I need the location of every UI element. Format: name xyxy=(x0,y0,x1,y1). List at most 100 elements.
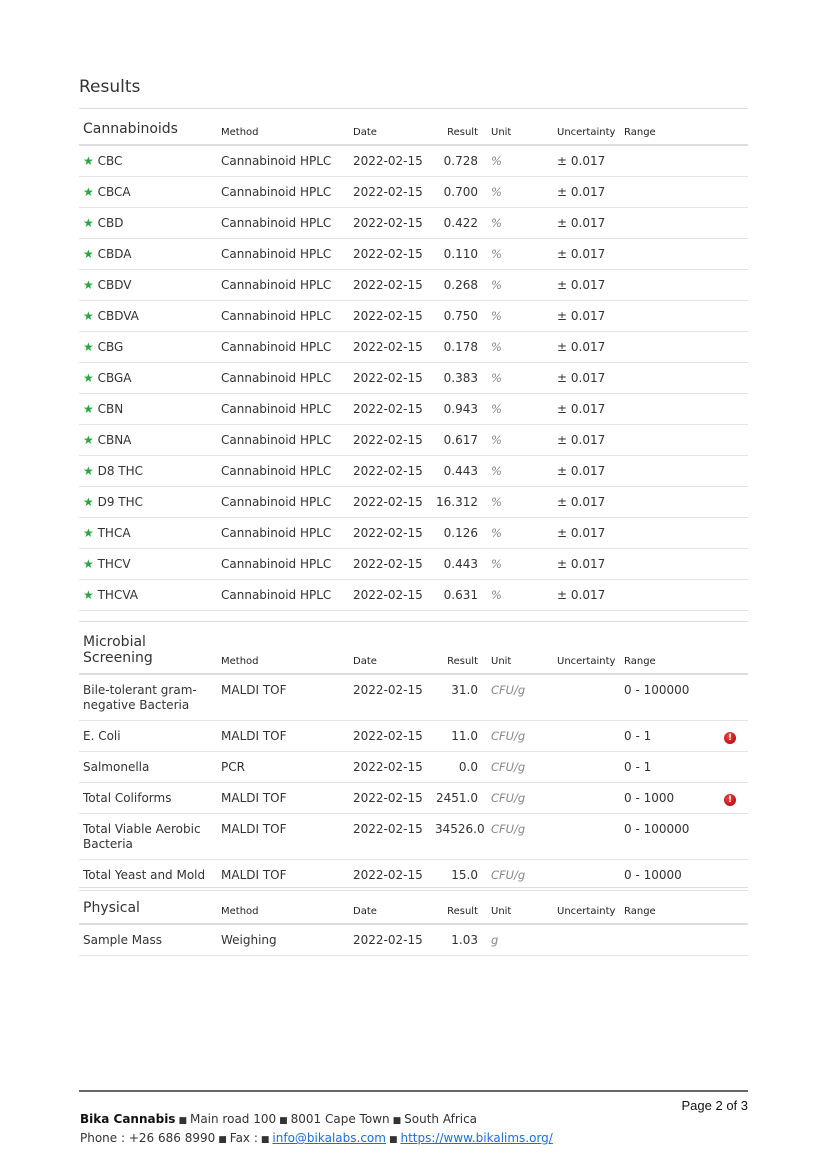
col-uncertainty-cell: ± 0.017 xyxy=(553,517,620,549)
analyte-name: E. Coli xyxy=(83,729,121,743)
col-result-cell: 34526.0 xyxy=(431,813,487,860)
col-range-cell xyxy=(620,924,720,956)
analyte-cell: Salmonella xyxy=(79,751,217,783)
col-date-header: Date xyxy=(349,621,431,675)
col-result-cell: 15.0 xyxy=(431,859,487,891)
col-result-cell: 0.700 xyxy=(431,176,487,208)
analyte-cell: ★ CBN xyxy=(79,393,217,425)
flag-cell xyxy=(720,300,748,332)
analyte-name: CBDA xyxy=(97,247,132,261)
col-range-cell xyxy=(620,548,720,580)
col-unit-cell: % xyxy=(487,300,553,332)
col-unit-cell: % xyxy=(487,362,553,394)
col-range-cell xyxy=(620,393,720,425)
table-row: Total Yeast and Mold MALDI TOF 2022-02-15 1… xyxy=(79,859,748,891)
col-method-cell: Cannabinoid HPLC xyxy=(217,579,349,611)
analyte-cell: Total Coliforms xyxy=(79,782,217,814)
col-result-cell: 0.750 xyxy=(431,300,487,332)
star-icon: ★ xyxy=(83,185,94,199)
star-icon: ★ xyxy=(83,557,94,571)
col-date-cell: 2022-02-15 xyxy=(349,300,431,332)
col-uncertainty-cell: ± 0.017 xyxy=(553,238,620,270)
analyte-name: Total Yeast and Mold xyxy=(83,868,206,882)
col-unit-cell: % xyxy=(487,548,553,580)
page-number: Page 2 of 3 xyxy=(681,1098,749,1113)
col-uncertainty-cell xyxy=(553,720,620,752)
col-date-cell: 2022-02-15 xyxy=(349,548,431,580)
analyte-name: D9 THC xyxy=(97,495,144,509)
address-street: Main road 100 xyxy=(189,1112,277,1126)
col-uncertainty-cell xyxy=(553,813,620,860)
col-result-cell: 0.268 xyxy=(431,269,487,301)
col-range-cell xyxy=(620,362,720,394)
col-range-cell xyxy=(620,238,720,270)
analyte-cell: ★ CBC xyxy=(79,145,217,177)
col-uncertainty-cell: ± 0.017 xyxy=(553,455,620,487)
analyte-name: Salmonella xyxy=(83,760,150,774)
page-title: Results xyxy=(79,77,141,97)
col-result-header: Result xyxy=(431,108,487,146)
col-flag-header xyxy=(720,108,748,146)
star-icon: ★ xyxy=(83,495,94,509)
analyte-name: Total Coliforms xyxy=(83,791,172,805)
col-method-cell: Cannabinoid HPLC xyxy=(217,517,349,549)
col-unit-cell: CFU/g xyxy=(487,751,553,783)
col-unit-cell: % xyxy=(487,331,553,363)
col-range-header: Range xyxy=(620,887,720,925)
email-link[interactable]: info@bikalabs.com xyxy=(272,1131,386,1145)
flag-cell xyxy=(720,548,748,580)
col-uncertainty-header: Uncertainty xyxy=(553,887,620,925)
col-method-cell: Cannabinoid HPLC xyxy=(217,269,349,301)
col-range-header: Range xyxy=(620,621,720,675)
col-date-cell: 2022-02-15 xyxy=(349,145,431,177)
col-date-header: Date xyxy=(349,887,431,925)
col-range-cell xyxy=(620,486,720,518)
col-flag-header xyxy=(720,887,748,925)
col-unit-cell: % xyxy=(487,486,553,518)
col-method-cell: MALDI TOF xyxy=(217,720,349,752)
analyte-cell: ★ CBG xyxy=(79,331,217,363)
col-result-cell: 0.178 xyxy=(431,331,487,363)
col-method-cell: Cannabinoid HPLC xyxy=(217,424,349,456)
col-uncertainty-header: Uncertainty xyxy=(553,108,620,146)
col-range-cell xyxy=(620,424,720,456)
col-uncertainty-cell xyxy=(553,751,620,783)
results-table: Physical Method Date Result Unit Uncertainty R… xyxy=(79,887,748,956)
col-uncertainty-cell: ± 0.017 xyxy=(553,424,620,456)
col-method-cell: Cannabinoid HPLC xyxy=(217,331,349,363)
col-unit-cell: % xyxy=(487,393,553,425)
col-result-cell: 1.03 xyxy=(431,924,487,956)
address-city: 8001 Cape Town xyxy=(290,1112,390,1126)
analyte-cell: Total Yeast and Mold xyxy=(79,859,217,891)
col-uncertainty-cell: ± 0.017 xyxy=(553,176,620,208)
star-icon: ★ xyxy=(83,309,94,323)
col-uncertainty-cell xyxy=(553,924,620,956)
col-method-header: Method xyxy=(217,887,349,925)
col-date-header: Date xyxy=(349,108,431,146)
col-method-cell: MALDI TOF xyxy=(217,674,349,721)
col-range-cell xyxy=(620,300,720,332)
fax: Fax : xyxy=(229,1131,258,1145)
col-result-cell: 0.383 xyxy=(431,362,487,394)
star-icon: ★ xyxy=(83,340,94,354)
section-cannabinoids: Cannabinoids Method Date Result Unit Uncertai… xyxy=(79,108,748,611)
col-unit-cell: % xyxy=(487,579,553,611)
header-row: Microbial Screening Method Date Result Unit U… xyxy=(79,621,748,675)
col-date-cell: 2022-02-15 xyxy=(349,455,431,487)
col-result-cell: 0.126 xyxy=(431,517,487,549)
col-method-cell: Cannabinoid HPLC xyxy=(217,362,349,394)
col-unit-cell: CFU/g xyxy=(487,720,553,752)
flag-cell xyxy=(720,207,748,239)
website-link[interactable]: https://www.bikalims.org/ xyxy=(400,1131,553,1145)
exclamation-alert-icon: ! xyxy=(724,794,736,806)
col-result-cell: 0.0 xyxy=(431,751,487,783)
col-uncertainty-cell: ± 0.017 xyxy=(553,269,620,301)
star-icon: ★ xyxy=(83,588,94,602)
flag-cell xyxy=(720,751,748,783)
analyte-name: CBN xyxy=(97,402,124,416)
col-date-cell: 2022-02-15 xyxy=(349,751,431,783)
col-range-cell xyxy=(620,579,720,611)
col-method-cell: Cannabinoid HPLC xyxy=(217,207,349,239)
table-row: ★ THCV Cannabinoid HPLC 2022-02-15 0.443% ± … xyxy=(79,548,748,580)
col-method-cell: Cannabinoid HPLC xyxy=(217,145,349,177)
